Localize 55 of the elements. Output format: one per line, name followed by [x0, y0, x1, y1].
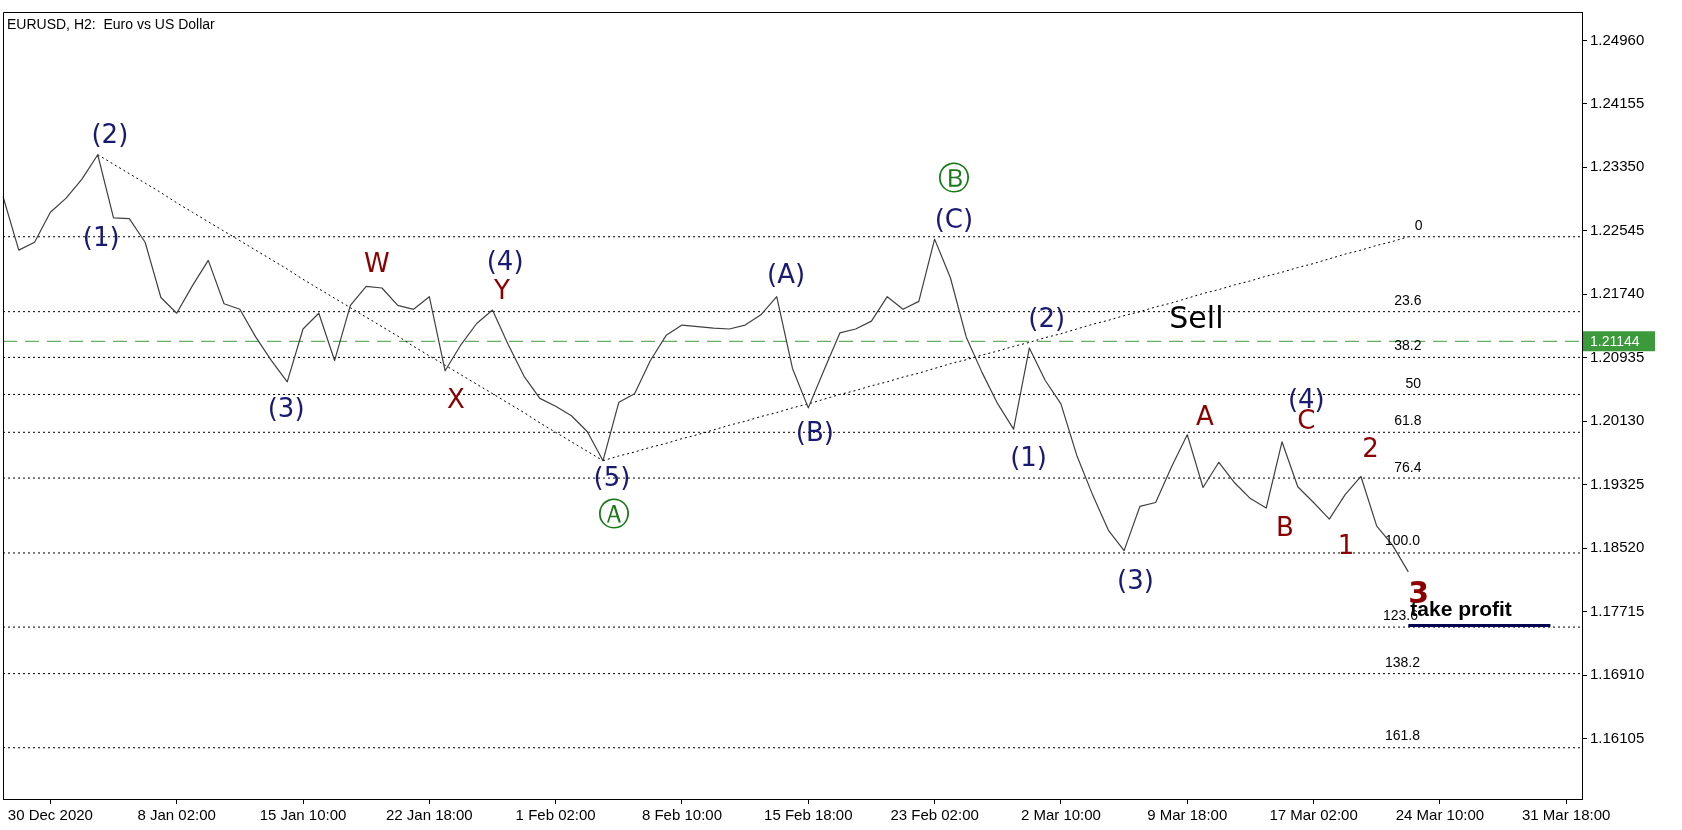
x-tick-label: 22 Jan 18:00 [385, 806, 473, 824]
x-tick-label: 8 Jan 02:00 [137, 806, 216, 824]
annotation: 161.8 [1384, 726, 1421, 743]
annotation: 2 [1362, 433, 1379, 464]
x-tick-label: 2 Mar 10:00 [1020, 806, 1101, 824]
annotation: (2) [1028, 303, 1066, 334]
y-tick-label: 1.19325 [1590, 474, 1645, 492]
annotation: 76.4 [1394, 459, 1422, 476]
y-tick-label: 1.16910 [1590, 665, 1645, 683]
annotation: (1) [82, 221, 120, 252]
x-tick-label: 23 Feb 02:00 [890, 806, 979, 824]
annotation: (2) [91, 119, 129, 150]
annotation: (3) [267, 392, 305, 423]
y-tick-label: 1.20130 [1590, 411, 1645, 429]
annotation: 1 [1337, 530, 1355, 561]
x-tick-label: 24 Mar 10:00 [1395, 806, 1485, 824]
annotation: 23.6 [1394, 292, 1422, 309]
annotation: Ⓑ [937, 159, 970, 198]
y-tick-label: 1.18520 [1590, 538, 1645, 556]
annotation: 138.2 [1384, 653, 1421, 670]
y-tick-label: 1.17715 [1590, 601, 1645, 619]
annotation: (A) [766, 258, 806, 289]
y-tick-label: 1.21740 [1590, 284, 1645, 302]
y-tick-label: 1.23350 [1590, 157, 1645, 175]
y-tick-label: 1.24155 [1590, 94, 1645, 112]
x-tick-label: 15 Feb 18:00 [764, 806, 853, 824]
annotation: (1) [1010, 441, 1047, 472]
x-tick-label: 30 Dec 2020 [7, 806, 93, 824]
y-tick-label: 1.24960 [1590, 30, 1645, 48]
x-tick-label: 1 Feb 02:00 [515, 806, 596, 824]
annotation: 61.8 [1394, 411, 1422, 428]
annotation: Y [493, 274, 511, 305]
y-tick-label: 1.22545 [1590, 220, 1645, 238]
ref-line-label: 1.21144 [1590, 333, 1640, 350]
x-tick-label: 9 Mar 18:00 [1147, 806, 1228, 824]
y-tick-label: 1.20935 [1590, 347, 1645, 365]
y-tick-label: 1.16105 [1590, 728, 1645, 746]
annotation: (C) [934, 203, 974, 234]
annotation: W [364, 248, 390, 279]
x-tick-label: 17 Mar 02:00 [1269, 806, 1358, 824]
annotation: 0 [1414, 217, 1423, 234]
x-tick-label: 8 Feb 10:00 [641, 806, 722, 824]
annotation: X [447, 383, 465, 414]
chart-title: EURUSD, H2: Euro vs US Dollar [7, 15, 216, 32]
annotation: Ⓐ [598, 495, 631, 534]
annotation: A [1196, 401, 1215, 432]
annotation: (3) [1117, 565, 1154, 596]
x-tick-label: 31 Mar 18:00 [1522, 806, 1611, 824]
annotation: B [1276, 512, 1294, 543]
annotation: (B) [795, 417, 834, 448]
annotation: (4) [486, 246, 524, 277]
x-tick-label: 15 Jan 10:00 [259, 806, 347, 824]
annotation: (5) [593, 461, 631, 492]
annotation: Sell [1169, 300, 1224, 336]
annotation: 50 [1405, 374, 1422, 391]
